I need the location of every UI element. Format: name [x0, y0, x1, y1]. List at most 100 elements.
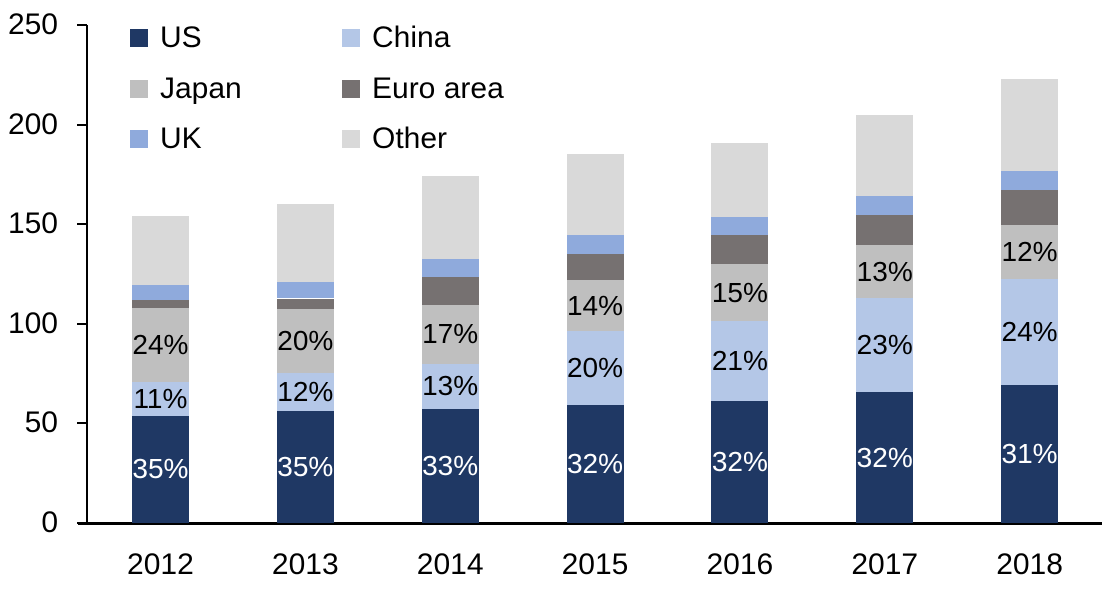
- legend-label: Euro area: [372, 72, 504, 105]
- data-label-us-2013: 35%: [277, 451, 334, 483]
- y-axis: [86, 25, 88, 524]
- bar-segment-japan-2017: [856, 245, 914, 299]
- bar-segment-euro-area-2017: [856, 215, 914, 246]
- bar-segment-other-2017: [856, 114, 914, 197]
- legend-swatch-japan-icon: [130, 80, 148, 98]
- data-label-japan-2012: 24%: [132, 329, 189, 361]
- bar-segment-us-2016: [711, 401, 769, 523]
- bar-segment-china-2018: [1001, 278, 1059, 386]
- data-label-china-2018: 24%: [1001, 316, 1058, 348]
- bar-segment-japan-2012: [131, 308, 189, 382]
- bar-segment-japan-2013: [276, 309, 334, 374]
- legend-item-japan: Japan: [130, 71, 242, 107]
- bar-segment-us-2015: [566, 405, 624, 523]
- bar-segment-china-2017: [856, 298, 914, 393]
- data-label-us-2017: 32%: [856, 441, 913, 473]
- x-axis-label-2016: 2016: [706, 548, 774, 581]
- x-axis-label-2012: 2012: [127, 548, 194, 581]
- x-axis-label-2018: 2018: [996, 548, 1063, 581]
- bar-segment-other-2016: [711, 142, 769, 218]
- data-label-japan-2015: 14%: [566, 289, 624, 321]
- bar-segment-uk-2016: [711, 217, 769, 236]
- bar-segment-euro-area-2014: [421, 276, 479, 305]
- bar-segment-other-2018: [1001, 78, 1059, 172]
- bar-segment-china-2015: [566, 331, 624, 406]
- bar-segment-euro-area-2015: [566, 253, 624, 280]
- legend-item-china: China: [342, 20, 450, 56]
- bar-segment-uk-2012: [131, 285, 189, 301]
- y-axis-tick-label: 200: [7, 107, 58, 141]
- bar-segment-other-2012: [131, 216, 189, 286]
- bar-segment-japan-2014: [421, 304, 479, 364]
- x-axis-label-2015: 2015: [561, 548, 629, 581]
- data-label-china-2012: 11%: [133, 382, 188, 414]
- legend-item-uk: UK: [130, 121, 202, 157]
- bar-segment-euro-area-2013: [276, 298, 334, 310]
- y-axis-tick: [77, 422, 87, 425]
- bar-segment-uk-2018: [1001, 171, 1059, 191]
- bar-segment-us-2017: [856, 392, 914, 523]
- data-label-japan-2014: 17%: [422, 318, 479, 350]
- x-axis-label-2013: 2013: [271, 548, 339, 581]
- data-label-us-2016: 32%: [711, 446, 768, 478]
- legend-label: China: [372, 21, 451, 54]
- x-axis-label-2017: 2017: [851, 548, 919, 581]
- y-axis-tick: [77, 223, 87, 226]
- bar-segment-us-2018: [1001, 385, 1059, 523]
- legend-swatch-us-icon: [130, 29, 148, 47]
- data-label-china-2017: 23%: [856, 329, 913, 361]
- bar-segment-china-2013: [276, 373, 334, 412]
- bar-segment-euro-area-2012: [131, 300, 189, 309]
- bar-segment-us-2012: [131, 415, 189, 523]
- bar-segment-us-2013: [276, 411, 334, 523]
- bar-segment-uk-2013: [276, 281, 334, 299]
- bar-segment-china-2012: [131, 381, 189, 416]
- y-axis-tick-label: 250: [7, 8, 58, 41]
- data-label-us-2015: 32%: [566, 448, 624, 480]
- data-label-us-2014: 33%: [422, 449, 479, 481]
- y-axis-tick-label: 50: [24, 406, 58, 440]
- legend-label: UK: [160, 122, 202, 155]
- bar-segment-euro-area-2018: [1001, 190, 1059, 226]
- data-label-us-2012: 35%: [132, 453, 189, 485]
- x-axis-label-2014: 2014: [416, 548, 484, 581]
- bar-segment-china-2014: [421, 363, 479, 409]
- y-axis-tick-label: 150: [7, 207, 58, 241]
- x-axis: [78, 521, 1102, 525]
- data-label-japan-2016: 15%: [711, 276, 768, 308]
- bar-segment-euro-area-2016: [711, 235, 769, 265]
- data-label-japan-2018: 12%: [1001, 236, 1058, 268]
- y-axis-tick: [77, 322, 87, 325]
- bar-segment-japan-2018: [1001, 225, 1059, 279]
- legend-label: Other: [372, 122, 448, 155]
- y-axis-tick-label: 0: [41, 506, 58, 539]
- legend-swatch-uk-icon: [130, 130, 148, 148]
- bar-segment-uk-2017: [856, 196, 914, 216]
- legend-swatch-other-icon: [342, 130, 360, 148]
- bar-segment-uk-2015: [566, 234, 624, 254]
- bar-segment-japan-2015: [566, 279, 624, 332]
- legend-swatch-euro-area-icon: [342, 80, 360, 98]
- legend-label: US: [160, 21, 202, 54]
- data-label-china-2013: 12%: [277, 376, 334, 408]
- bar-segment-china-2016: [711, 321, 769, 402]
- bar-segment-us-2014: [421, 408, 479, 523]
- legend-item-euro-area: Euro area: [342, 71, 504, 107]
- data-label-china-2014: 13%: [422, 370, 479, 402]
- bar-segment-japan-2016: [711, 264, 769, 322]
- y-axis-tick: [77, 123, 87, 126]
- data-label-japan-2013: 20%: [277, 325, 334, 357]
- bar-segment-other-2013: [276, 204, 334, 282]
- bar-segment-other-2014: [421, 176, 479, 259]
- bar-segment-other-2015: [566, 154, 624, 235]
- legend-item-other: Other: [342, 121, 447, 157]
- data-label-china-2015: 20%: [566, 352, 624, 384]
- legend-label: Japan: [160, 72, 242, 105]
- legend-swatch-china-icon: [342, 29, 360, 47]
- bar-segment-uk-2014: [421, 258, 479, 277]
- y-axis-tick: [77, 522, 87, 524]
- data-label-china-2016: 21%: [711, 345, 768, 377]
- legend-item-us: US: [130, 20, 202, 56]
- y-axis-tick-label: 100: [7, 306, 58, 340]
